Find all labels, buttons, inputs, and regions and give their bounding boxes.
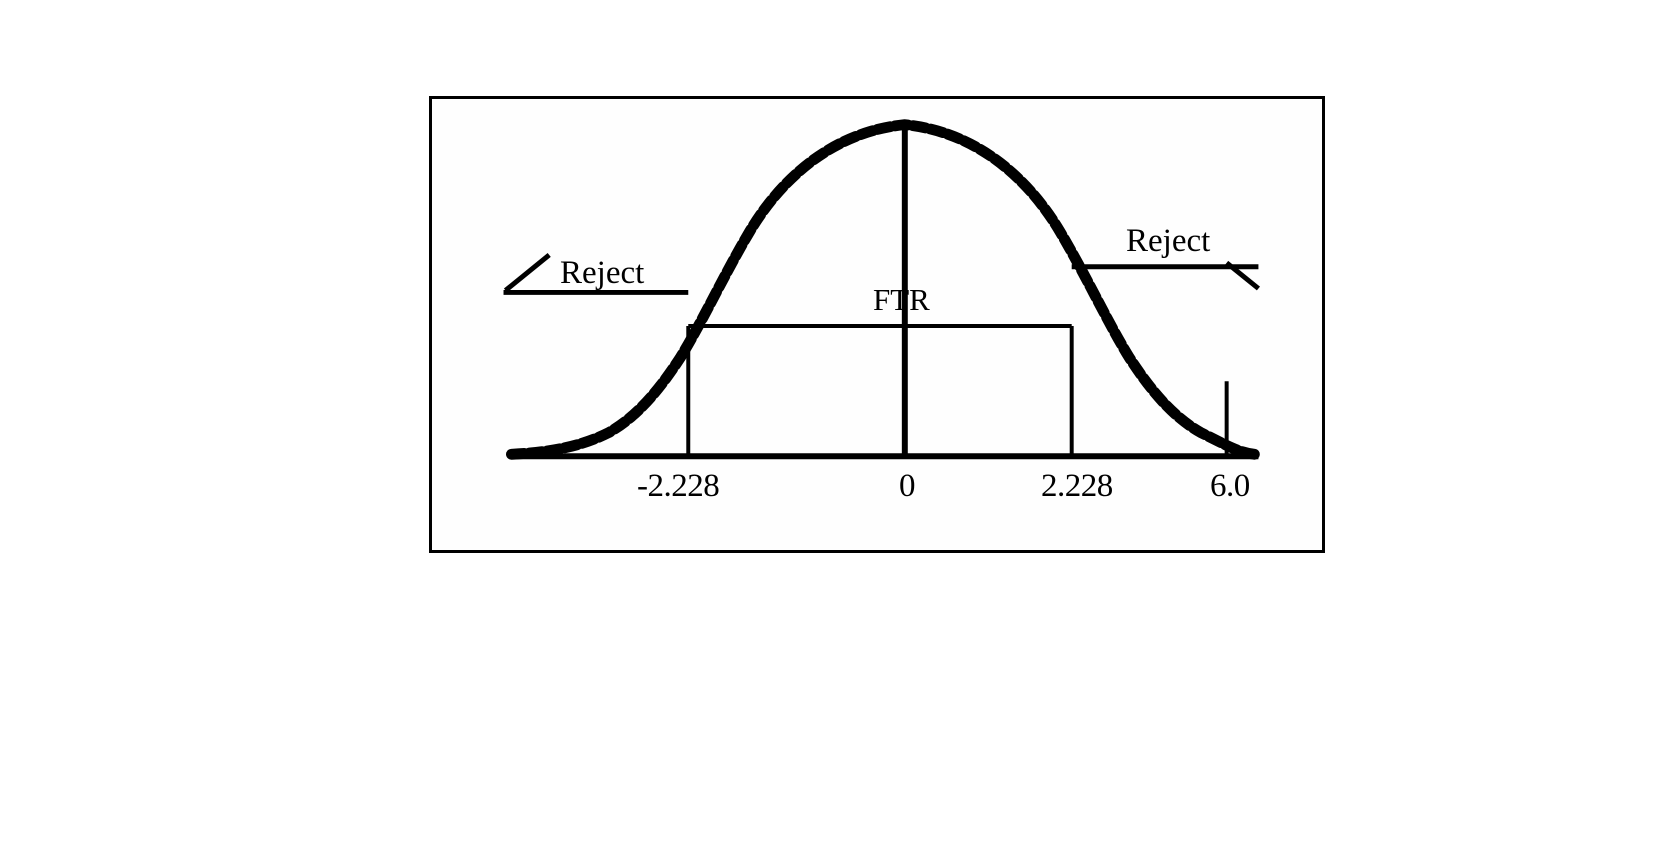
- reject-label-right: Reject: [1126, 223, 1211, 259]
- tick-label-test-statistic: 6.0: [1210, 468, 1250, 504]
- reject-label-left: Reject: [560, 255, 645, 291]
- reject-arrow-right-icon: [1225, 260, 1260, 291]
- tick-label-positive-critical: 2.228: [1041, 468, 1113, 504]
- bell-curve: [506, 119, 1260, 460]
- reject-arrow-left-icon: [503, 253, 551, 293]
- tick-label-negative-critical: -2.228: [637, 468, 720, 504]
- tick-label-zero: 0: [899, 468, 916, 504]
- distribution-chart: [503, 119, 1260, 460]
- ftr-label: FTR: [873, 282, 930, 317]
- figure-frame: Reject Reject FTR -2.228 0 2.228 6.0: [429, 96, 1325, 553]
